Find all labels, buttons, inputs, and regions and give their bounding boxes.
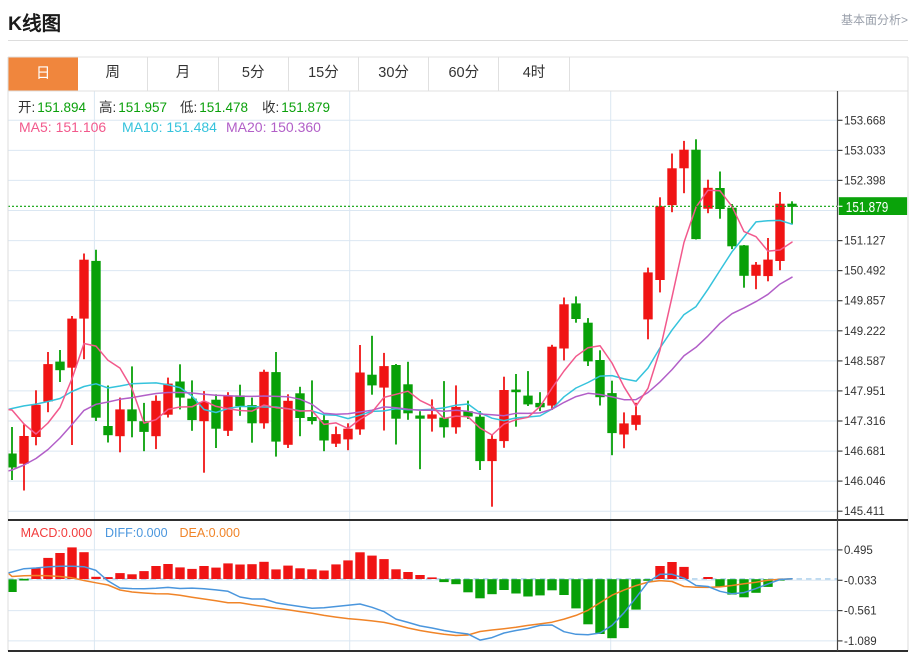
svg-text:149.222: 149.222 bbox=[844, 326, 886, 338]
svg-text:高:151.957: 高: 151.957 bbox=[99, 99, 167, 115]
svg-text:MA20: 150.360: MA20: 150.360 bbox=[226, 119, 321, 135]
svg-text:145.411: 145.411 bbox=[844, 506, 885, 518]
svg-text:-0.033: -0.033 bbox=[844, 575, 877, 587]
svg-text:-1.089: -1.089 bbox=[844, 636, 877, 648]
svg-text:DEA:0.000: DEA:0.000 bbox=[180, 526, 241, 540]
svg-text:146.046: 146.046 bbox=[844, 476, 886, 488]
svg-text:0.495: 0.495 bbox=[844, 545, 873, 557]
svg-text:151.879: 151.879 bbox=[846, 200, 889, 216]
svg-text:153.668: 153.668 bbox=[844, 115, 886, 127]
svg-text:152.398: 152.398 bbox=[844, 175, 886, 187]
svg-text:MACD:0.000: MACD:0.000 bbox=[21, 526, 93, 540]
svg-text:150.492: 150.492 bbox=[844, 266, 886, 278]
svg-text:148.587: 148.587 bbox=[844, 356, 886, 368]
svg-text:DIFF:0.000: DIFF:0.000 bbox=[105, 526, 168, 540]
svg-text:146.681: 146.681 bbox=[844, 446, 886, 458]
svg-text:147.951: 147.951 bbox=[844, 386, 886, 398]
svg-text:低:151.478: 低: 151.478 bbox=[180, 100, 248, 115]
svg-text:MA5: 151.106: MA5: 151.106 bbox=[19, 119, 106, 135]
svg-text:MA10: 151.484: MA10: 151.484 bbox=[122, 119, 217, 135]
svg-text:147.316: 147.316 bbox=[844, 416, 886, 428]
svg-text:153.033: 153.033 bbox=[844, 145, 886, 157]
svg-text:开:151.894: 开: 151.894 bbox=[18, 100, 87, 115]
svg-text:149.857: 149.857 bbox=[844, 296, 886, 308]
svg-text:-0.561: -0.561 bbox=[844, 606, 877, 618]
svg-text:收:151.879: 收: 151.879 bbox=[262, 100, 330, 115]
svg-text:151.127: 151.127 bbox=[844, 236, 886, 248]
